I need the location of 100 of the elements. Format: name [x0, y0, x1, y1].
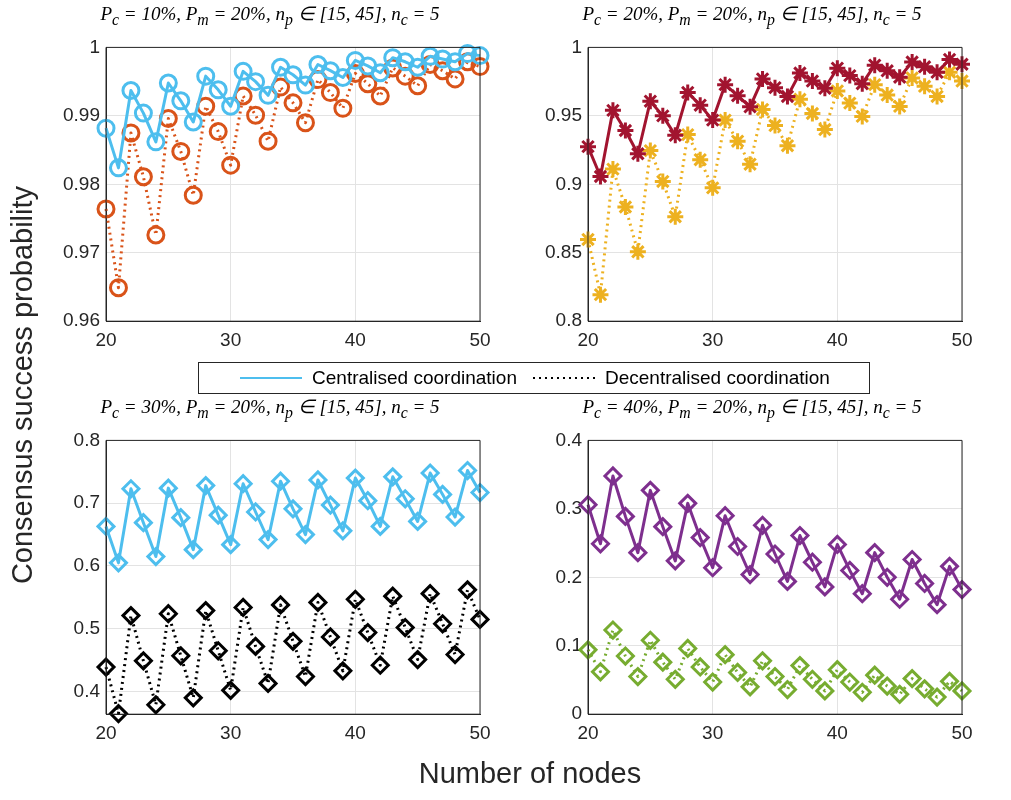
point: [408, 511, 428, 531]
point: [665, 125, 685, 145]
y-tick-label: 0.8: [73, 428, 100, 450]
point: [133, 651, 153, 671]
point: [628, 144, 648, 164]
chart-title: P$_{c}$ = 10%, P$_{m}$ = 20%, n$_{p}$ ∈ [15, 45], n$_{c}$ = 5: [100, 3, 440, 28]
point: [96, 199, 116, 219]
point: [470, 46, 490, 66]
point: [383, 48, 403, 68]
point: [940, 556, 960, 576]
point: [865, 665, 885, 685]
point: [233, 61, 253, 81]
y-tick-label: 1: [89, 35, 100, 57]
point: [370, 516, 390, 536]
point: [408, 57, 428, 77]
point: [915, 57, 935, 77]
point: [952, 54, 972, 74]
point: [183, 185, 203, 205]
point: [271, 471, 291, 491]
y-tick-label: 0.98: [63, 172, 100, 194]
point: [877, 567, 897, 587]
point: [665, 207, 685, 227]
y-tick-label: 0.96: [63, 309, 100, 331]
point: [927, 687, 947, 707]
point: [183, 540, 203, 560]
point: [590, 534, 610, 554]
x-tick-label: 20: [95, 328, 117, 350]
point: [690, 150, 710, 170]
point: [183, 688, 203, 708]
point: [628, 242, 648, 262]
point: [208, 641, 228, 661]
y-tick-label: 0.4: [73, 679, 101, 701]
point: [665, 669, 685, 689]
x-tick-label: 40: [344, 328, 366, 350]
point: [408, 650, 428, 670]
point: [765, 667, 785, 687]
point: [578, 137, 598, 157]
point: [653, 171, 673, 191]
point: [777, 86, 797, 106]
point: [283, 93, 303, 113]
point: [640, 480, 660, 500]
point: [208, 505, 228, 525]
x-tick-label: 30: [702, 328, 724, 350]
point: [333, 98, 353, 118]
point: [171, 141, 191, 161]
point: [395, 52, 415, 72]
y-tick-label: 0: [571, 702, 582, 724]
point: [690, 95, 710, 115]
point: [96, 516, 116, 536]
x-tick-label: 40: [344, 721, 366, 743]
point: [765, 544, 785, 564]
x-tick-label: 50: [951, 721, 973, 743]
point: [653, 517, 673, 537]
point: [640, 141, 660, 161]
point: [333, 661, 353, 681]
point: [827, 660, 847, 680]
x-tick-label: 40: [826, 721, 848, 743]
point: [208, 80, 228, 100]
point: [295, 113, 315, 133]
point: [753, 515, 773, 535]
point: [715, 645, 735, 665]
point: [653, 652, 673, 672]
point: [320, 627, 340, 647]
point: [902, 550, 922, 569]
point: [108, 158, 128, 178]
point: [370, 86, 390, 106]
point: [146, 547, 166, 567]
point: [133, 167, 153, 187]
point: [765, 78, 785, 98]
point: [158, 478, 178, 498]
point: [320, 83, 340, 103]
legend-label: Decentralised coordination: [604, 367, 830, 389]
point: [777, 571, 797, 591]
point: [915, 76, 935, 96]
point: [221, 535, 241, 555]
point: [383, 467, 403, 487]
point: [308, 55, 328, 75]
y-tick-label: 1: [571, 35, 582, 57]
point: [952, 71, 972, 91]
point: [827, 58, 847, 78]
point: [433, 484, 453, 504]
chart-title: P$_{c}$ = 30%, P$_{m}$ = 20%, n$_{p}$ ∈ [15, 45], n$_{c}$ = 5: [100, 396, 440, 421]
point: [445, 507, 465, 527]
point: [420, 463, 440, 483]
point: [295, 525, 315, 545]
point: [258, 530, 278, 550]
point: [196, 601, 216, 621]
y-axis-title: Consensus success probability: [5, 185, 39, 585]
point: [470, 609, 490, 629]
point: [358, 56, 378, 76]
point: [445, 69, 465, 89]
point: [890, 684, 910, 704]
point: [690, 528, 710, 548]
point: [753, 99, 773, 119]
point: [852, 74, 872, 94]
point: [678, 82, 698, 102]
point: [877, 676, 897, 696]
point: [790, 656, 810, 676]
y-tick-label: 0.97: [63, 240, 100, 262]
point: [840, 560, 860, 580]
